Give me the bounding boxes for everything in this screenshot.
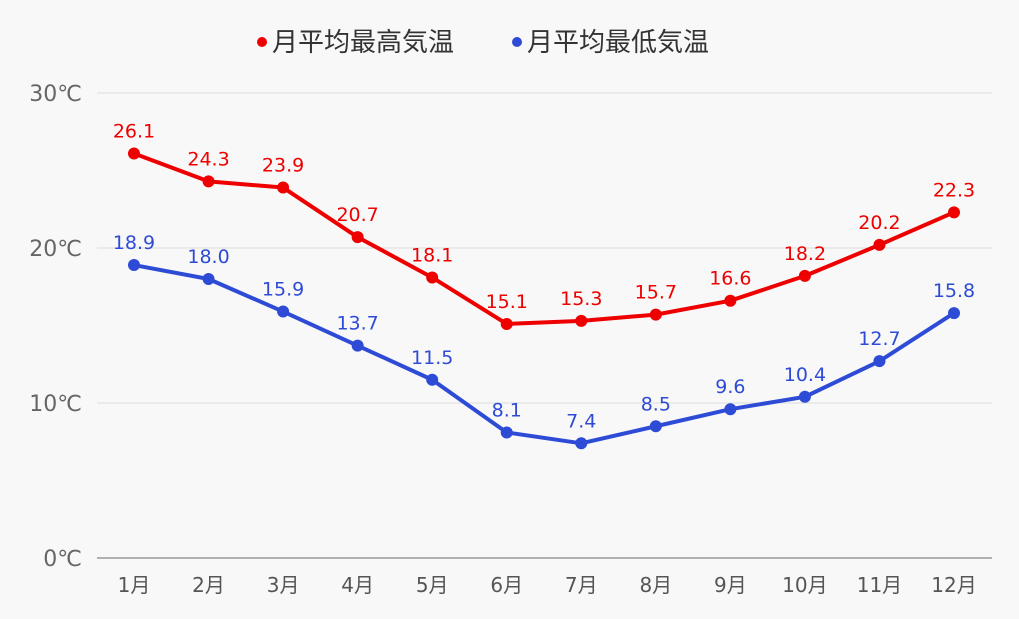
data-label: 8.1 (492, 399, 522, 421)
data-label: 9.6 (715, 376, 745, 398)
legend-marker-low (512, 37, 522, 47)
data-label: 13.7 (336, 313, 378, 335)
data-point (798, 390, 811, 403)
x-tick-label: 11月 (857, 573, 902, 597)
data-point (873, 238, 886, 251)
legend-label-high: 月平均最高気温 (272, 28, 454, 58)
x-tick-label: 6月 (490, 573, 523, 597)
y-tick-label: 30℃ (29, 82, 82, 107)
y-tick-label: 0℃ (43, 547, 82, 572)
x-tick-label: 3月 (267, 573, 300, 597)
data-label: 15.7 (635, 282, 677, 304)
x-tick-label: 10月 (782, 573, 827, 597)
data-label: 16.6 (709, 268, 751, 290)
data-point (351, 231, 364, 244)
data-point (351, 339, 364, 352)
data-point (500, 426, 513, 439)
x-tick-label: 7月 (565, 573, 598, 597)
data-label: 20.2 (858, 212, 900, 234)
legend-marker-high (257, 37, 267, 47)
data-label: 18.9 (113, 232, 155, 254)
data-point (202, 273, 215, 285)
x-tick-label: 12月 (931, 573, 976, 597)
data-label: 24.3 (187, 148, 229, 170)
data-point (873, 355, 886, 368)
data-label: 15.1 (486, 291, 528, 313)
data-label: 8.5 (641, 393, 671, 415)
data-point (202, 175, 215, 188)
x-tick-label: 8月 (639, 573, 672, 597)
data-point (426, 271, 439, 284)
data-label: 11.5 (411, 347, 453, 369)
data-point (649, 420, 662, 433)
data-label: 10.4 (784, 364, 826, 386)
data-label: 7.4 (566, 410, 596, 432)
data-label: 26.1 (113, 120, 155, 142)
data-point (724, 403, 737, 416)
x-tick-label: 5月 (416, 573, 449, 597)
series-high: 26.1 24.3 23.9 20.7 18.1 15.1 15.3 15.7 16.6 18.2… (113, 120, 975, 330)
data-point (277, 181, 290, 194)
x-tick-label: 1月 (118, 573, 151, 597)
x-tick-label: 9月 (714, 573, 747, 597)
y-tick-label: 20℃ (29, 237, 82, 262)
legend: 月平均最高気温 月平均最低気温 (257, 28, 709, 58)
x-tick-label: 2月 (192, 573, 225, 597)
series-low: 18.9 18.0 15.9 13.7 11.5 8.1 7.4 8.5 9.6 10.4 12.7… (113, 232, 975, 450)
data-label: 18.0 (187, 246, 229, 268)
series-line (133, 263, 956, 446)
series-line (133, 151, 955, 326)
data-point (724, 294, 737, 307)
data-point (948, 206, 960, 219)
data-label: 15.9 (262, 279, 304, 301)
data-label: 23.9 (262, 155, 304, 177)
legend-label-low: 月平均最低気温 (527, 28, 709, 58)
data-label: 20.7 (336, 204, 378, 226)
data-point (948, 307, 960, 320)
data-point (575, 437, 588, 450)
data-point (798, 269, 811, 282)
data-label: 12.7 (858, 328, 900, 350)
data-label: 15.8 (933, 280, 975, 302)
data-point (500, 317, 513, 330)
data-label: 18.1 (411, 244, 453, 266)
data-point (649, 308, 662, 321)
data-point (128, 147, 140, 160)
x-tick-label: 4月 (341, 573, 374, 597)
data-label: 22.3 (933, 179, 975, 201)
data-point (575, 314, 588, 327)
data-label: 18.2 (784, 243, 826, 265)
y-tick-label: 10℃ (29, 392, 82, 417)
data-point (128, 259, 140, 272)
data-point (277, 305, 290, 318)
data-label: 15.3 (560, 288, 602, 310)
data-point (426, 373, 439, 386)
